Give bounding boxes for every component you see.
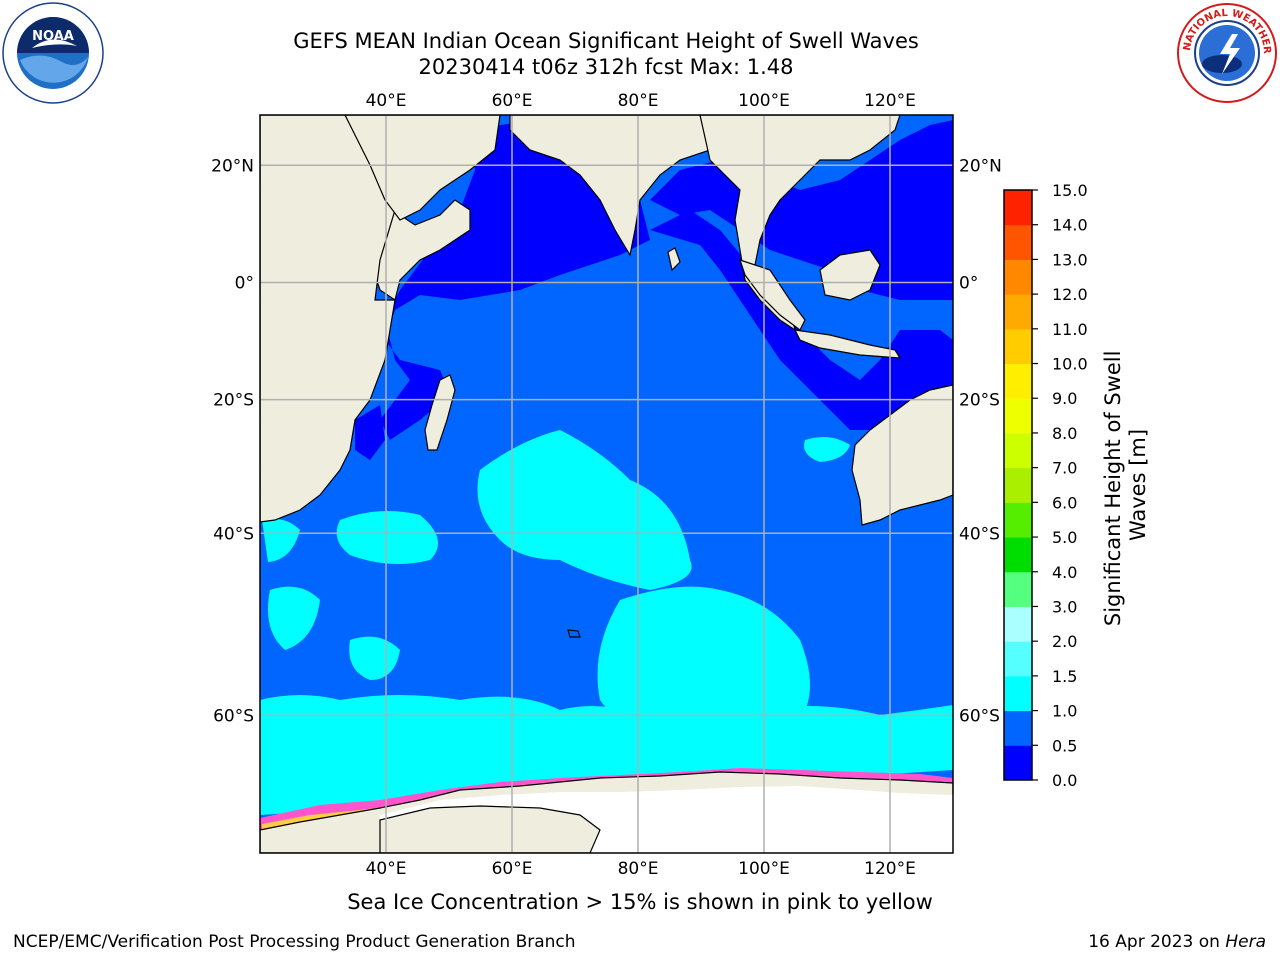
lat-ticks-left: 20°N 0° 20°S 40°S 60°S xyxy=(211,156,254,726)
lon-ticks-bottom: 40°E 60°E 80°E 100°E 120°E xyxy=(366,859,916,879)
chart-subtitle: 20230414 t06z 312h fcst Max: 1.48 xyxy=(418,55,794,79)
colorbar-tick-label: 15.0 xyxy=(1052,181,1088,200)
lon-ticks-top: 40°E 60°E 80°E 100°E 120°E xyxy=(366,91,916,111)
kerguelen-island xyxy=(567,629,581,638)
colorbar-swatch xyxy=(1004,432,1032,469)
lat-tick-label: 20°N xyxy=(959,156,1002,176)
colorbar-swatch xyxy=(1004,502,1032,538)
colorbar-swatch xyxy=(1004,224,1032,260)
lon-tick-label: 40°E xyxy=(366,91,407,111)
lon-tick-label: 40°E xyxy=(366,859,407,879)
noaa-logo: NOAA xyxy=(2,2,104,104)
colorbar-swatch xyxy=(1004,675,1032,712)
colorbar-tick-label: 1.0 xyxy=(1052,702,1077,721)
colorbar-swatch xyxy=(1004,467,1032,503)
lat-tick-label: 60°S xyxy=(959,706,1000,726)
colorbar-label-line2: Waves [m] xyxy=(1126,429,1150,541)
lon-tick-label: 80°E xyxy=(618,91,659,111)
map-frame xyxy=(259,114,954,854)
colorbar-swatch xyxy=(1004,259,1032,295)
colorbar-tick-label: 1.5 xyxy=(1052,667,1077,686)
colorbar-swatch xyxy=(1004,710,1032,746)
colorbar-tick-label: 7.0 xyxy=(1052,459,1077,478)
colorbar-tick-label: 5.0 xyxy=(1052,528,1077,547)
colorbar-swatch xyxy=(1004,606,1032,642)
lat-ticks-right: 20°N 0° 20°S 40°S 60°S xyxy=(959,156,1002,726)
colorbar: 0.0 0.5 1.0 1.5 2.0 3.0 4.0 5.0 6.0 7.0 8.0 9.0 10.0… xyxy=(1003,181,1088,790)
lat-tick-label: 60°S xyxy=(213,706,254,726)
lon-tick-label: 60°E xyxy=(492,859,533,879)
lon-tick-label: 60°E xyxy=(492,91,533,111)
lon-tick-label: 120°E xyxy=(864,91,916,111)
nws-logo: NATIONAL WEATHER SERVICE xyxy=(1176,2,1277,103)
colorbar-tick-label: 11.0 xyxy=(1052,320,1088,339)
date-stamp: 16 Apr 2023 on Hera xyxy=(1088,932,1266,952)
colorbar-tick-label: 3.0 xyxy=(1052,597,1077,616)
colorbar-tick-label: 2.0 xyxy=(1052,632,1077,651)
lat-tick-label: 20°S xyxy=(213,391,254,411)
colorbar-swatch xyxy=(1004,328,1032,365)
chart-title: GEFS MEAN Indian Ocean Significant Heigh… xyxy=(293,29,919,53)
colorbar-swatch xyxy=(1004,363,1032,399)
lon-tick-label: 120°E xyxy=(864,859,916,879)
colorbar-tick-label: 9.0 xyxy=(1052,389,1077,408)
colorbar-tick-label: 8.0 xyxy=(1052,424,1077,443)
colorbar-label: Significant Height of Swell Waves [m] xyxy=(1101,344,1150,626)
antarctic-coast xyxy=(379,805,601,853)
sea-ice-note: Sea Ice Concentration > 15% is shown in … xyxy=(347,890,933,914)
lon-tick-label: 80°E xyxy=(618,859,659,879)
colorbar-swatch xyxy=(1004,537,1032,573)
colorbar-swatch xyxy=(1004,571,1032,607)
lat-tick-label: 0° xyxy=(959,273,978,293)
colorbar-tick-label: 12.0 xyxy=(1052,285,1088,304)
credit-text: NCEP/EMC/Verification Post Processing Pr… xyxy=(13,932,576,952)
colorbar-tick-label: 0.5 xyxy=(1052,736,1077,755)
lat-tick-label: 20°S xyxy=(959,391,1000,411)
lat-tick-label: 40°S xyxy=(959,524,1000,544)
colorbar-tick-label: 4.0 xyxy=(1052,563,1077,582)
colorbar-label-line1: Significant Height of Swell xyxy=(1101,351,1125,627)
colorbar-tick-label: 0.0 xyxy=(1052,771,1077,790)
map-area xyxy=(260,115,953,853)
colorbar-tick-label: 14.0 xyxy=(1052,216,1088,235)
lon-tick-label: 100°E xyxy=(738,859,790,879)
map-figure: 40°E 60°E 80°E 100°E 120°E 40°E 60°E 80°E 100°E… xyxy=(211,91,1150,879)
colorbar-tick-label: 6.0 xyxy=(1052,493,1077,512)
lon-tick-label: 100°E xyxy=(738,91,790,111)
colorbar-frame xyxy=(1003,189,1033,781)
gridlines xyxy=(260,115,953,853)
lat-tick-label: 20°N xyxy=(211,156,254,176)
colorbar-tick-label: 10.0 xyxy=(1052,355,1088,374)
colorbar-swatch xyxy=(1004,398,1032,434)
colorbar-swatch xyxy=(1004,294,1032,330)
swell-1.0-1.5-region xyxy=(260,430,953,815)
colorbar-tick-label: 13.0 xyxy=(1052,250,1088,269)
colorbar-swatch xyxy=(1004,641,1032,677)
colorbar-swatch xyxy=(1004,190,1032,226)
lat-tick-label: 40°S xyxy=(213,524,254,544)
svg-text:NOAA: NOAA xyxy=(32,29,74,44)
host-name: Hera xyxy=(1225,932,1266,952)
colorbar-swatch xyxy=(1004,745,1032,781)
date-text: 16 Apr 2023 on xyxy=(1088,932,1220,952)
lat-tick-label: 0° xyxy=(235,273,254,293)
